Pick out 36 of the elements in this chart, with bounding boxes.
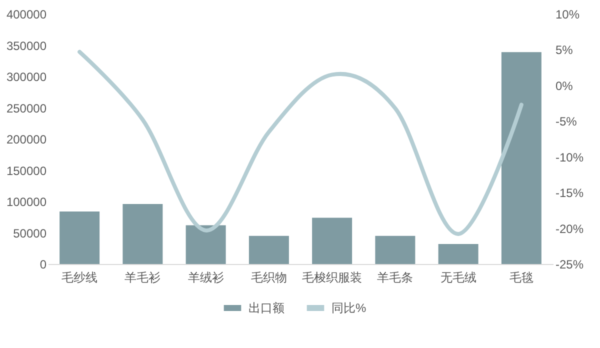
bar <box>248 236 289 264</box>
y-tick-label: 400000 <box>6 8 47 22</box>
y2-tick-label: 0% <box>556 78 574 93</box>
y-tick-label: 200000 <box>6 132 47 146</box>
x-tick-label: 毛梭织服装 <box>302 270 362 284</box>
bar <box>186 225 226 264</box>
y2-tick-label: 10% <box>556 8 580 22</box>
y2-tick-label: -5% <box>556 114 578 129</box>
y2-tick-label: -10% <box>556 150 584 164</box>
legend-label: 同比% <box>332 301 366 315</box>
x-tick-label: 无毛绒 <box>440 270 476 284</box>
bar <box>501 52 542 264</box>
y-tick-label: 350000 <box>6 38 47 53</box>
bar <box>438 244 478 264</box>
x-tick-label: 羊绒衫 <box>188 270 224 284</box>
y2-tick-label: -15% <box>556 186 584 200</box>
y2-tick-label: -20% <box>556 222 584 236</box>
x-tick-label: 羊毛衫 <box>124 270 161 284</box>
x-tick-label: 毛织物 <box>250 270 287 284</box>
x-tick-label: 毛毯 <box>509 270 534 284</box>
bar <box>60 212 100 264</box>
y-tick-label: 250000 <box>6 101 47 116</box>
x-tick-label: 羊毛条 <box>377 270 414 284</box>
y-tick-label: 0 <box>40 258 47 272</box>
bar <box>375 236 416 264</box>
y2-tick-label: 5% <box>556 43 574 58</box>
legend-label: 出口额 <box>248 301 284 315</box>
line-series <box>78 50 524 236</box>
y2-tick-label: -25% <box>556 258 584 272</box>
bar <box>312 218 352 264</box>
x-tick-label: 毛纱线 <box>62 270 98 284</box>
y-tick-label: 300000 <box>6 70 47 84</box>
bar <box>122 204 163 264</box>
y-tick-label: 150000 <box>6 164 47 178</box>
y-tick-label: 100000 <box>6 195 47 209</box>
y-tick-label: 50000 <box>13 226 47 240</box>
